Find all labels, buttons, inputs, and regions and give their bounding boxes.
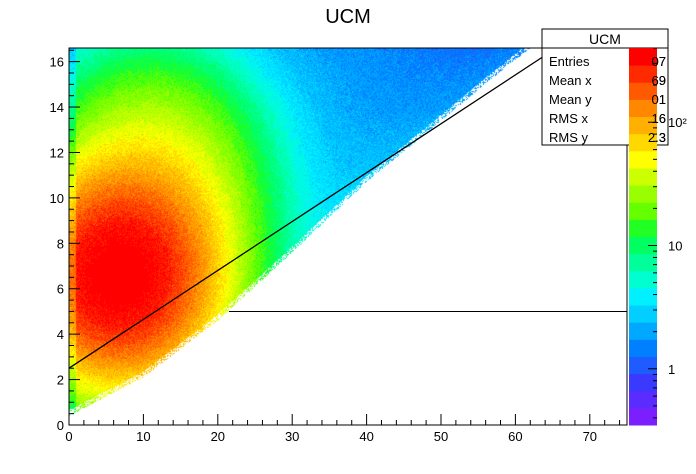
color-bar-segment	[629, 287, 657, 306]
color-bar-segment	[629, 305, 657, 323]
stats-row-value-overlay: 69	[652, 73, 666, 88]
x-tick-label: 50	[434, 429, 448, 444]
color-bar-segment	[629, 133, 657, 152]
y-tick-label: 0	[57, 418, 64, 433]
x-tick-label: 10	[136, 429, 150, 444]
stats-row-label: RMS y	[549, 130, 589, 145]
y-tick-label: 14	[50, 100, 64, 115]
stats-row-label: Entries	[549, 54, 590, 69]
color-bar-segment	[629, 219, 657, 237]
x-tick-label: 60	[508, 429, 522, 444]
color-bar-segment	[629, 407, 657, 426]
color-bar-segment	[629, 65, 657, 83]
color-bar-tick-label: 1	[668, 362, 675, 377]
heatmap-image	[69, 48, 627, 425]
plot-area	[69, 48, 627, 425]
stats-row-value-overlay: 07	[652, 54, 666, 69]
stats-values-overlay: 07 69 01 16 2.3	[648, 54, 666, 145]
color-bar-tick-label: 10²	[668, 115, 687, 130]
x-tick-label: 20	[211, 429, 225, 444]
color-bar-segment	[629, 82, 657, 100]
y-tick-label: 8	[57, 236, 64, 251]
color-bar-segment	[629, 356, 657, 375]
stats-row-value-overlay: 01	[652, 92, 666, 107]
y-tick-label: 4	[57, 327, 64, 342]
x-tick-label: 0	[65, 429, 72, 444]
color-bar-segment	[629, 150, 657, 169]
overlay-lines	[68, 47, 627, 369]
x-axis: 0 10 20 30 40 50 60 70	[65, 414, 621, 444]
plot-frame	[68, 47, 628, 426]
color-bar-segment	[629, 270, 657, 289]
color-bar-segment	[629, 322, 657, 340]
x-tick-label: 40	[359, 429, 373, 444]
color-bar-segment	[629, 167, 657, 186]
y-tick-label: 6	[57, 282, 64, 297]
color-bar-segment	[629, 373, 657, 392]
fit-line	[68, 47, 557, 369]
color-bar-segment	[629, 202, 657, 220]
color-bar-segment	[629, 185, 657, 203]
stats-row-value-overlay: 16	[652, 111, 666, 126]
x-tick-label: 30	[285, 429, 299, 444]
color-bar-segment	[629, 116, 657, 135]
stats-row-value-overlay: 2.3	[648, 130, 666, 145]
stats-row-label: RMS x	[549, 111, 589, 126]
y-tick-label: 10	[50, 191, 64, 206]
color-bar-segment	[629, 236, 657, 255]
x-tick-label: 70	[583, 429, 597, 444]
y-tick-label: 16	[50, 55, 64, 70]
stats-row-label: Mean y	[549, 92, 592, 107]
plot-border	[68, 47, 628, 426]
color-bar-segment	[629, 339, 657, 357]
y-tick-label: 2	[57, 373, 64, 388]
color-bar-segment	[629, 48, 657, 66]
y-axis: 0 2 4 6 8 10 12 14 16	[50, 49, 80, 433]
stats-box-title: UCM	[589, 31, 621, 47]
color-bar-segment	[629, 253, 657, 272]
chart-title: UCM	[325, 6, 371, 28]
color-bar-segment	[629, 99, 657, 118]
y-tick-label: 12	[50, 145, 64, 160]
color-bar: 1 10 10²	[629, 47, 687, 426]
stats-row-label: Mean x	[549, 73, 592, 88]
color-bar-segment	[629, 390, 657, 409]
color-bar-tick-label: 10	[668, 239, 682, 254]
